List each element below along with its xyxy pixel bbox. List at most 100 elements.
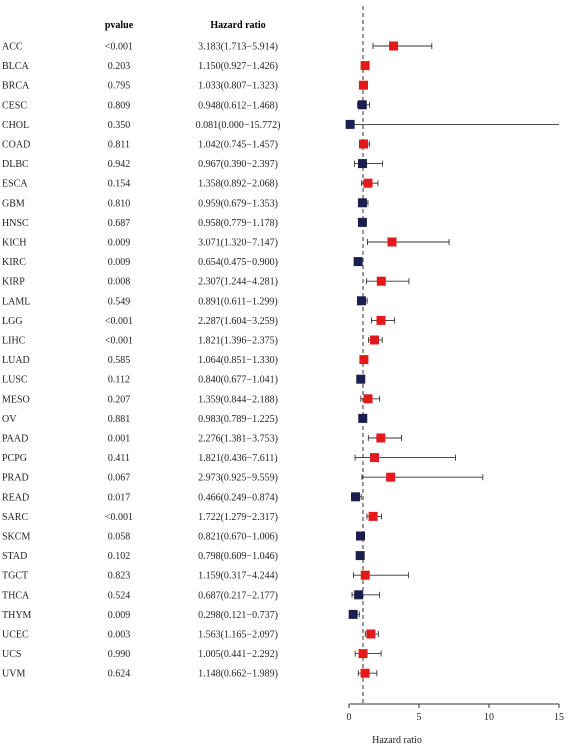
row-pvalue: 0.001 <box>108 434 131 445</box>
row-pvalue: 0.524 <box>108 590 131 601</box>
row-label: STAD <box>2 551 27 562</box>
row-hr-text: 0.298(0.121−0.737) <box>198 610 278 621</box>
row-label: SKCM <box>2 532 30 543</box>
hr-marker <box>359 355 369 365</box>
row-hr-text: 1.042(0.745−1.457) <box>198 140 278 151</box>
hr-marker <box>357 198 367 208</box>
row-label: READ <box>2 492 29 503</box>
row-pvalue: 0.207 <box>108 394 131 405</box>
hr-marker <box>358 649 368 659</box>
hr-marker <box>389 41 399 51</box>
hr-marker <box>360 668 370 678</box>
row-label: COAD <box>2 140 30 151</box>
hr-marker <box>348 609 358 619</box>
hr-marker <box>376 433 386 443</box>
row-pvalue: 0.795 <box>108 81 131 92</box>
row-hr-text: 0.654(0.475−0.900) <box>198 257 278 268</box>
row-label: LIHC <box>2 336 26 347</box>
hr-marker <box>368 511 378 521</box>
hr-marker <box>363 394 373 404</box>
row-hr-text: 0.798(0.609−1.046) <box>198 551 278 562</box>
row-pvalue: 0.067 <box>108 473 131 484</box>
row-pvalue: 0.017 <box>108 492 131 503</box>
row-label: SARC <box>2 512 28 523</box>
row-hr-text: 1.159(0.317−4.244) <box>198 571 278 582</box>
row-pvalue: 0.990 <box>108 649 131 660</box>
row-pvalue: 0.009 <box>108 610 131 621</box>
row-pvalue: 0.112 <box>108 375 130 386</box>
row-hr-text: 0.948(0.612−1.468) <box>198 100 278 111</box>
hr-marker <box>358 413 368 423</box>
hr-marker <box>355 531 365 541</box>
row-hr-text: 1.064(0.851−1.330) <box>198 355 278 366</box>
row-label: PAAD <box>2 434 28 445</box>
row-pvalue: 0.811 <box>108 140 130 151</box>
row-label: LUAD <box>2 355 30 366</box>
row-hr-text: 1.150(0.927−1.426) <box>198 61 278 72</box>
row-hr-text: 0.687(0.217−2.177) <box>198 590 278 601</box>
row-hr-text: 0.891(0.611−1.299) <box>198 296 277 307</box>
x-tick-label: 5 <box>417 712 422 723</box>
row-pvalue: 0.154 <box>108 179 131 190</box>
hr-marker <box>358 80 368 90</box>
hr-marker <box>369 453 379 463</box>
hr-marker <box>376 315 386 325</box>
table-rows: ACC <0.001 3.183(1.713−5.914) BLCA 0.203 1.15… <box>2 42 280 680</box>
row-label: LGG <box>2 316 23 327</box>
row-hr-text: 0.466(0.249−0.874) <box>198 492 278 503</box>
row-pvalue: 0.881 <box>108 414 131 425</box>
row-hr-text: 1.033(0.807−1.323) <box>198 81 278 92</box>
hr-marker <box>345 119 355 129</box>
row-hr-text: 1.359(0.844−2.188) <box>198 394 278 405</box>
row-hr-text: 0.821(0.670−1.006) <box>198 532 278 543</box>
row-pvalue: 0.942 <box>108 159 131 170</box>
row-pvalue: 0.585 <box>108 355 131 366</box>
hr-marker <box>353 257 363 267</box>
row-label: PCPG <box>2 453 27 464</box>
row-label: GBM <box>2 198 25 209</box>
hr-marker <box>354 590 364 600</box>
row-label: KIRC <box>2 257 26 268</box>
row-label: KICH <box>2 238 26 249</box>
row-label: ESCA <box>2 179 28 190</box>
hr-marker <box>355 551 365 561</box>
hr-marker <box>356 374 366 384</box>
row-pvalue: 0.687 <box>108 218 131 229</box>
row-hr-text: 0.967(0.390−2.397) <box>198 159 278 170</box>
row-label: UVM <box>2 669 25 680</box>
plot-area: 0 5 10 15 <box>345 6 564 723</box>
row-pvalue: 0.549 <box>108 296 131 307</box>
row-pvalue: 0.008 <box>108 277 131 288</box>
row-label: BLCA <box>2 61 29 72</box>
hr-marker <box>369 335 379 345</box>
row-label: TGCT <box>2 571 28 582</box>
row-pvalue: 0.350 <box>108 120 131 131</box>
hr-marker <box>387 237 397 247</box>
hr-marker <box>356 296 366 306</box>
row-pvalue: <0.001 <box>105 512 133 523</box>
row-label: LUSC <box>2 375 28 386</box>
hr-marker <box>358 159 368 169</box>
hr-marker <box>366 629 376 639</box>
row-label: KIRP <box>2 277 25 288</box>
row-hr-text: 1.821(1.396−2.375) <box>198 336 278 347</box>
row-label: ACC <box>2 42 23 53</box>
row-label: HNSC <box>2 218 29 229</box>
row-pvalue: 0.003 <box>108 630 131 641</box>
row-label: BRCA <box>2 81 30 92</box>
x-tick-label: 0 <box>347 712 352 723</box>
row-label: LAML <box>2 296 30 307</box>
row-hr-text: 2.287(1.604−3.259) <box>198 316 278 327</box>
hr-marker <box>376 276 386 286</box>
row-pvalue: 0.624 <box>108 669 131 680</box>
row-pvalue: 0.203 <box>108 61 131 72</box>
row-hr-text: 1.821(0.436−7.611) <box>198 453 277 464</box>
hr-marker <box>360 570 370 580</box>
row-label: PRAD <box>2 473 29 484</box>
row-hr-text: 1.563(1.165−2.097) <box>198 630 278 641</box>
row-label: DLBC <box>2 159 29 170</box>
row-hr-text: 0.840(0.677−1.041) <box>198 375 278 386</box>
hr-marker <box>359 139 369 149</box>
row-pvalue: <0.001 <box>105 336 133 347</box>
